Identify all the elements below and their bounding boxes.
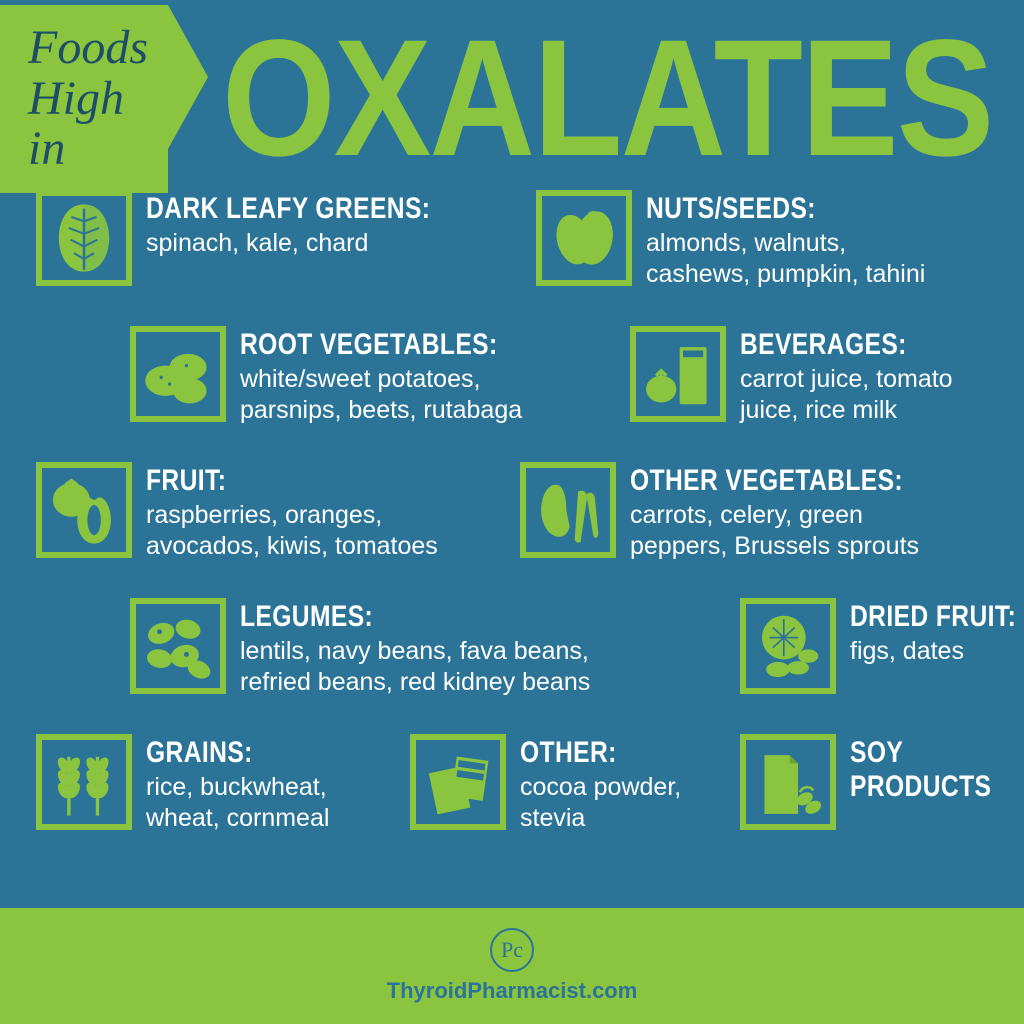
- category-nuts: NUTS/SEEDS:almonds, walnuts,cashews, pum…: [536, 190, 976, 291]
- otherveg-icon: [520, 462, 616, 558]
- category-items: white/sweet potatoes,parsnips, beets, ru…: [240, 364, 554, 427]
- root-icon: [130, 326, 226, 422]
- logo-icon: Pc: [490, 928, 534, 972]
- header-title: OXALATES: [222, 4, 992, 194]
- category-title: OTHER:: [520, 736, 652, 770]
- category-legumes: LEGUMES:lentils, navy beans, fava beans,…: [130, 598, 630, 699]
- category-bev: BEVERAGES:carrot juice, tomatojuice, ric…: [630, 326, 990, 427]
- category-title: DARK LEAFY GREENS:: [146, 192, 430, 226]
- category-grid: DARK LEAFY GREENS:spinach, kale, chard NU…: [0, 190, 1024, 890]
- category-title: LEGUMES:: [240, 600, 527, 634]
- category-title: GRAINS:: [146, 736, 296, 770]
- category-items: cocoa powder,stevia: [520, 772, 681, 835]
- category-soy: SOYPRODUCTS: [740, 734, 1000, 830]
- category-fruit: FRUIT:raspberries, oranges,avocados, kiw…: [36, 462, 476, 563]
- category-title: OTHER VEGETABLES:: [630, 464, 903, 498]
- category-items: figs, dates: [850, 636, 1024, 667]
- category-title: NUTS/SEEDS:: [646, 192, 875, 226]
- tag-line2: High in: [28, 72, 124, 175]
- category-title: SOYPRODUCTS: [850, 736, 991, 804]
- bev-icon: [630, 326, 726, 422]
- category-items: carrot juice, tomatojuice, rice milk: [740, 364, 953, 427]
- category-grains: GRAINS:rice, buckwheat,wheat, cornmeal: [36, 734, 356, 835]
- nuts-icon: [536, 190, 632, 286]
- category-title: BEVERAGES:: [740, 328, 914, 362]
- tag-line1: Foods: [28, 21, 148, 74]
- category-title: DRIED FRUIT:: [850, 600, 1016, 634]
- soy-icon: [740, 734, 836, 830]
- dried-icon: [740, 598, 836, 694]
- category-dried: DRIED FRUIT:figs, dates: [740, 598, 1000, 694]
- greens-icon: [36, 190, 132, 286]
- category-title: FRUIT:: [146, 464, 385, 498]
- category-greens: DARK LEAFY GREENS:spinach, kale, chard: [36, 190, 456, 286]
- category-root: ROOT VEGETABLES:white/sweet potatoes,par…: [130, 326, 570, 427]
- category-items: spinach, kale, chard: [146, 228, 493, 259]
- header: Foods High in OXALATES: [0, 0, 1024, 190]
- header-tag: Foods High in: [0, 5, 168, 192]
- other-icon: [410, 734, 506, 830]
- category-otherveg: OTHER VEGETABLES:carrots, celery, greenp…: [520, 462, 980, 563]
- footer: Pc ThyroidPharmacist.com: [0, 908, 1024, 1024]
- category-other: OTHER:cocoa powder,stevia: [410, 734, 710, 835]
- category-items: lentils, navy beans, fava beans,refried …: [240, 636, 590, 699]
- grains-icon: [36, 734, 132, 830]
- category-title: ROOT VEGETABLES:: [240, 328, 498, 362]
- category-items: rice, buckwheat,wheat, cornmeal: [146, 772, 329, 835]
- category-items: almonds, walnuts,cashews, pumpkin, tahin…: [646, 228, 925, 291]
- infographic: Foods High in OXALATES DARK LEAFY GREENS…: [0, 0, 1024, 1024]
- legumes-icon: [130, 598, 226, 694]
- fruit-icon: [36, 462, 132, 558]
- category-items: raspberries, oranges,avocados, kiwis, to…: [146, 500, 438, 563]
- footer-site: ThyroidPharmacist.com: [387, 978, 638, 1004]
- category-items: carrots, celery, greenpeppers, Brussels …: [630, 500, 963, 563]
